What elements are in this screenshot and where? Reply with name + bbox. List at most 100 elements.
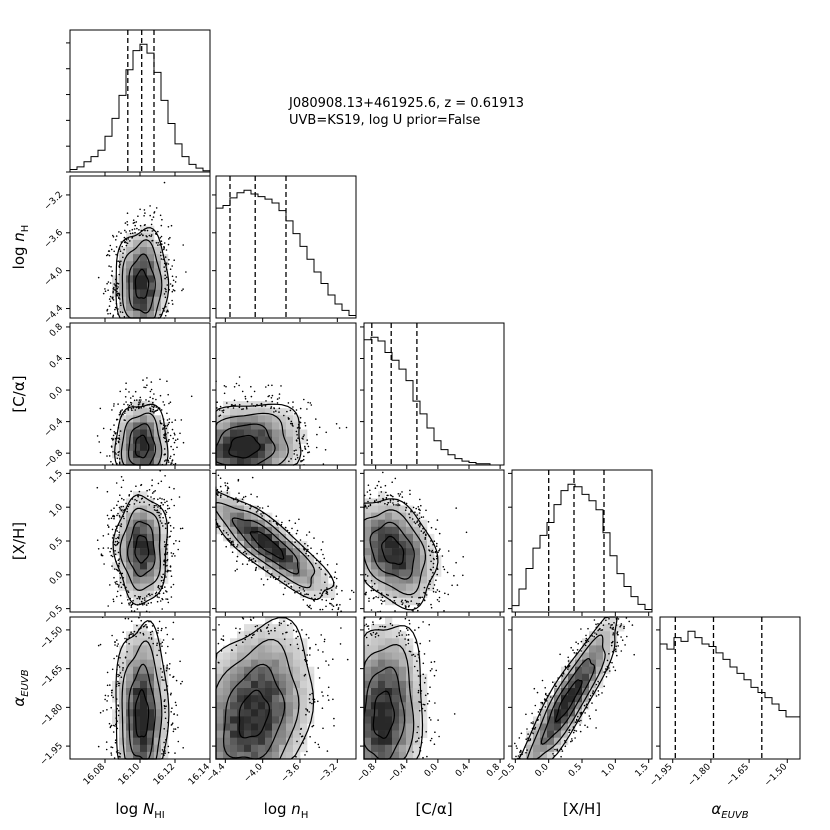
scatter-point <box>425 533 427 536</box>
scatter-point <box>561 750 564 752</box>
scatter-point <box>312 724 315 727</box>
density-cell <box>526 751 534 760</box>
density-cell <box>140 624 148 632</box>
density-cell <box>133 744 141 753</box>
scatter-point <box>306 750 308 753</box>
scatter-point <box>595 695 598 697</box>
scatter-point <box>526 728 528 730</box>
x-tick-label-lognH: −4.4 <box>205 762 228 785</box>
density-cell <box>293 569 301 577</box>
scatter-point <box>306 604 309 607</box>
scatter-point <box>367 644 369 647</box>
density-cell <box>223 443 231 452</box>
scatter-point <box>324 573 327 576</box>
scatter-point <box>304 593 306 596</box>
density-cell <box>154 457 162 466</box>
density-cell <box>364 638 372 646</box>
density-cell <box>251 659 259 667</box>
density-cell <box>399 541 407 549</box>
scatter-point <box>255 568 257 570</box>
density-cell <box>378 709 386 717</box>
density-cell <box>244 401 252 409</box>
density-cell <box>237 401 245 409</box>
density-cell <box>154 541 162 549</box>
scatter-point <box>116 514 118 517</box>
density-cell <box>133 310 141 319</box>
y-tick-label-XH: 0.0 <box>48 570 65 587</box>
density-cell <box>230 695 238 703</box>
scatter-point <box>122 479 125 482</box>
density-cell <box>237 737 245 746</box>
scatter-point <box>142 379 144 381</box>
density-cell <box>140 526 148 535</box>
density-cell <box>293 548 301 556</box>
scatter-point <box>305 633 308 636</box>
scatter-point <box>419 524 422 526</box>
scatter-point <box>166 564 168 567</box>
scatter-point <box>614 669 617 672</box>
scatter-point <box>427 545 430 548</box>
density-grid-lognH-alphaEUVB <box>216 617 315 760</box>
density-cell <box>300 688 308 696</box>
density-cell <box>216 519 224 528</box>
scatter-point <box>415 602 418 605</box>
scatter-point <box>262 584 265 586</box>
scatter-point <box>310 607 312 610</box>
density-cell <box>420 730 428 738</box>
density-cell <box>230 436 238 444</box>
scatter-point <box>271 384 273 387</box>
density-cell <box>230 638 238 646</box>
density-cell <box>244 695 252 703</box>
scatter-point <box>161 597 163 600</box>
scatter-point <box>171 459 174 461</box>
scatter-point <box>595 633 598 635</box>
scatter-point <box>631 624 634 626</box>
scatter-point <box>118 531 120 534</box>
scatter-point <box>265 386 267 388</box>
density-cell <box>392 688 400 696</box>
density-cell <box>133 282 141 290</box>
scatter-point <box>97 745 100 748</box>
scatter-point <box>372 623 375 626</box>
scatter-point <box>424 709 426 712</box>
density-cell <box>161 519 169 528</box>
density-cell <box>223 716 231 724</box>
scatter-point <box>116 542 119 545</box>
scatter-point <box>225 385 227 388</box>
scatter-point <box>136 597 138 600</box>
density-cell <box>251 429 259 437</box>
scatter-point <box>416 740 419 742</box>
density-cell <box>406 533 414 542</box>
scatter-point <box>309 402 312 404</box>
x-axis-label-CA: [C/α] <box>415 800 452 818</box>
scatter-CA-XH <box>363 471 468 613</box>
density-cell <box>244 631 252 639</box>
scatter-point <box>395 596 397 599</box>
density-cell <box>286 569 294 577</box>
scatter-point <box>111 634 113 637</box>
density-cell <box>265 422 273 430</box>
scatter-point <box>119 516 121 518</box>
contour-level <box>381 535 405 566</box>
scatter-point <box>575 718 578 721</box>
scatter-point <box>429 554 432 557</box>
scatter-point <box>324 449 327 451</box>
scatter-point <box>399 493 402 495</box>
density-cell <box>293 673 301 682</box>
scatter-point <box>149 396 151 399</box>
density-cell <box>154 737 162 746</box>
scatter-point <box>123 236 126 239</box>
scatter-point <box>121 245 123 248</box>
density-cell <box>147 716 155 724</box>
scatter-point <box>172 552 175 555</box>
scatter-point <box>182 747 184 749</box>
scatter-point <box>132 219 135 221</box>
scatter-point <box>296 456 299 459</box>
scatter-point <box>409 493 411 496</box>
scatter-point <box>327 694 329 697</box>
histogram-layer <box>69 30 801 759</box>
scatter-point <box>216 526 218 528</box>
x-axis-label-XH: [X/H] <box>563 800 601 818</box>
scatter-point <box>164 314 167 317</box>
histogram-alphaEUVB <box>659 617 801 759</box>
